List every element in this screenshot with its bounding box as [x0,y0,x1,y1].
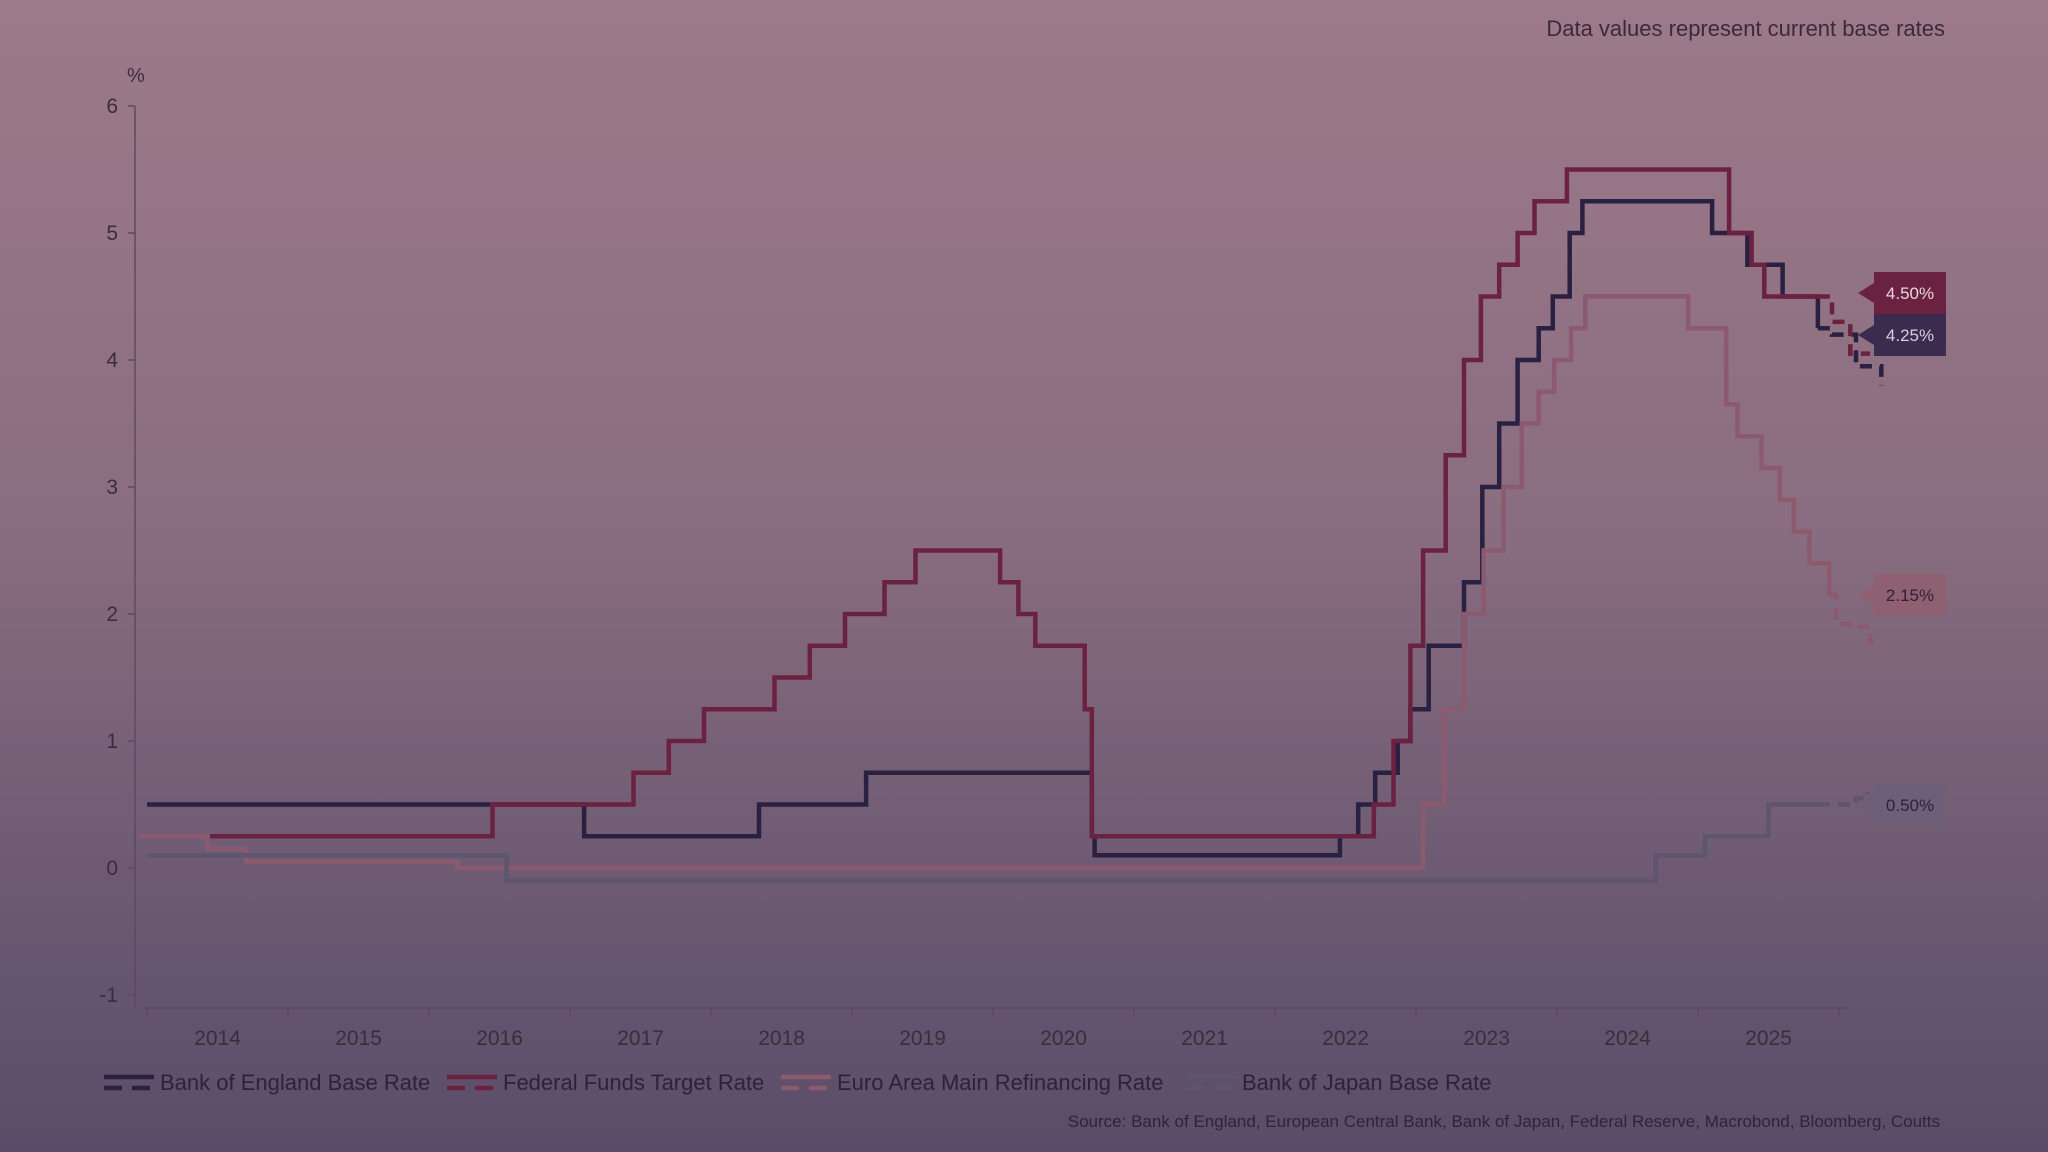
legend-label: Euro Area Main Refinancing Rate [837,1070,1164,1095]
badge-value: 0.50% [1886,796,1934,815]
end-value-badges: 4.50% 4.25% 2.15% 0.50% [1858,272,1946,826]
x-tick-label: 2021 [1181,1027,1228,1050]
series-line-1 [147,199,1821,858]
badge-box [1874,784,1946,826]
x-tick-label: 2022 [1322,1027,1369,1050]
legend-label: Bank of England Base Rate [160,1070,430,1095]
legend: Bank of England Base Rate Federal Funds T… [104,1070,1492,1095]
x-tick-label: 2025 [1745,1027,1792,1050]
series-forecast-4 [1817,791,1870,807]
x-tick-label: 2018 [758,1027,805,1050]
x-tick-label: 2024 [1604,1027,1651,1050]
badge-pointer [1858,325,1874,345]
y-tick-label: 4 [106,349,118,372]
badge-box [1874,314,1946,356]
x-tick-label: 2020 [1040,1027,1087,1050]
series-forecast-3 [1829,592,1882,645]
series-line-4 [147,802,1818,883]
y-tick-label: 2 [106,603,118,626]
badge-pointer [1858,283,1874,303]
badge-box [1874,574,1946,616]
x-tick-label: 2016 [476,1027,523,1050]
x-tick-label: 2015 [335,1027,382,1050]
series-forecast-1 [1817,326,1884,386]
axes: -1 0 1 2 3 4 5 6 2014 2015 2016 2017 2018 2019 2020 202… [99,95,1852,1050]
x-tick-label: 2017 [617,1027,664,1050]
x-tick-label: 2019 [899,1027,946,1050]
badge-pointer [1858,585,1874,605]
x-tick-label: 2014 [194,1027,241,1050]
series-lines [140,167,1884,883]
legend-label: Bank of Japan Base Rate [1242,1070,1492,1095]
y-tick-label: 0 [106,857,118,880]
badge-value: 4.25% [1886,326,1934,345]
legend-label: Federal Funds Target Rate [503,1070,764,1095]
y-tick-label: 6 [106,95,118,118]
x-tick-label: 2023 [1463,1027,1510,1050]
series-line-3 [140,294,1832,871]
y-tick-label: 1 [106,730,118,753]
series-forecast-2 [1817,294,1871,356]
y-tick-label: -1 [99,984,118,1007]
y-tick-label: 3 [106,476,118,499]
chart-note: Data values represent current base rates [1546,16,1945,41]
y-tick-label: 5 [106,222,118,245]
badge-box [1874,272,1946,314]
badge-pointer [1858,795,1874,815]
badge-value: 2.15% [1886,586,1934,605]
badge-value: 4.50% [1886,284,1934,303]
series-line-2 [207,167,1818,839]
source-note: Source: Bank of England, European Centra… [1068,1112,1940,1131]
y-axis-unit: % [127,65,145,87]
